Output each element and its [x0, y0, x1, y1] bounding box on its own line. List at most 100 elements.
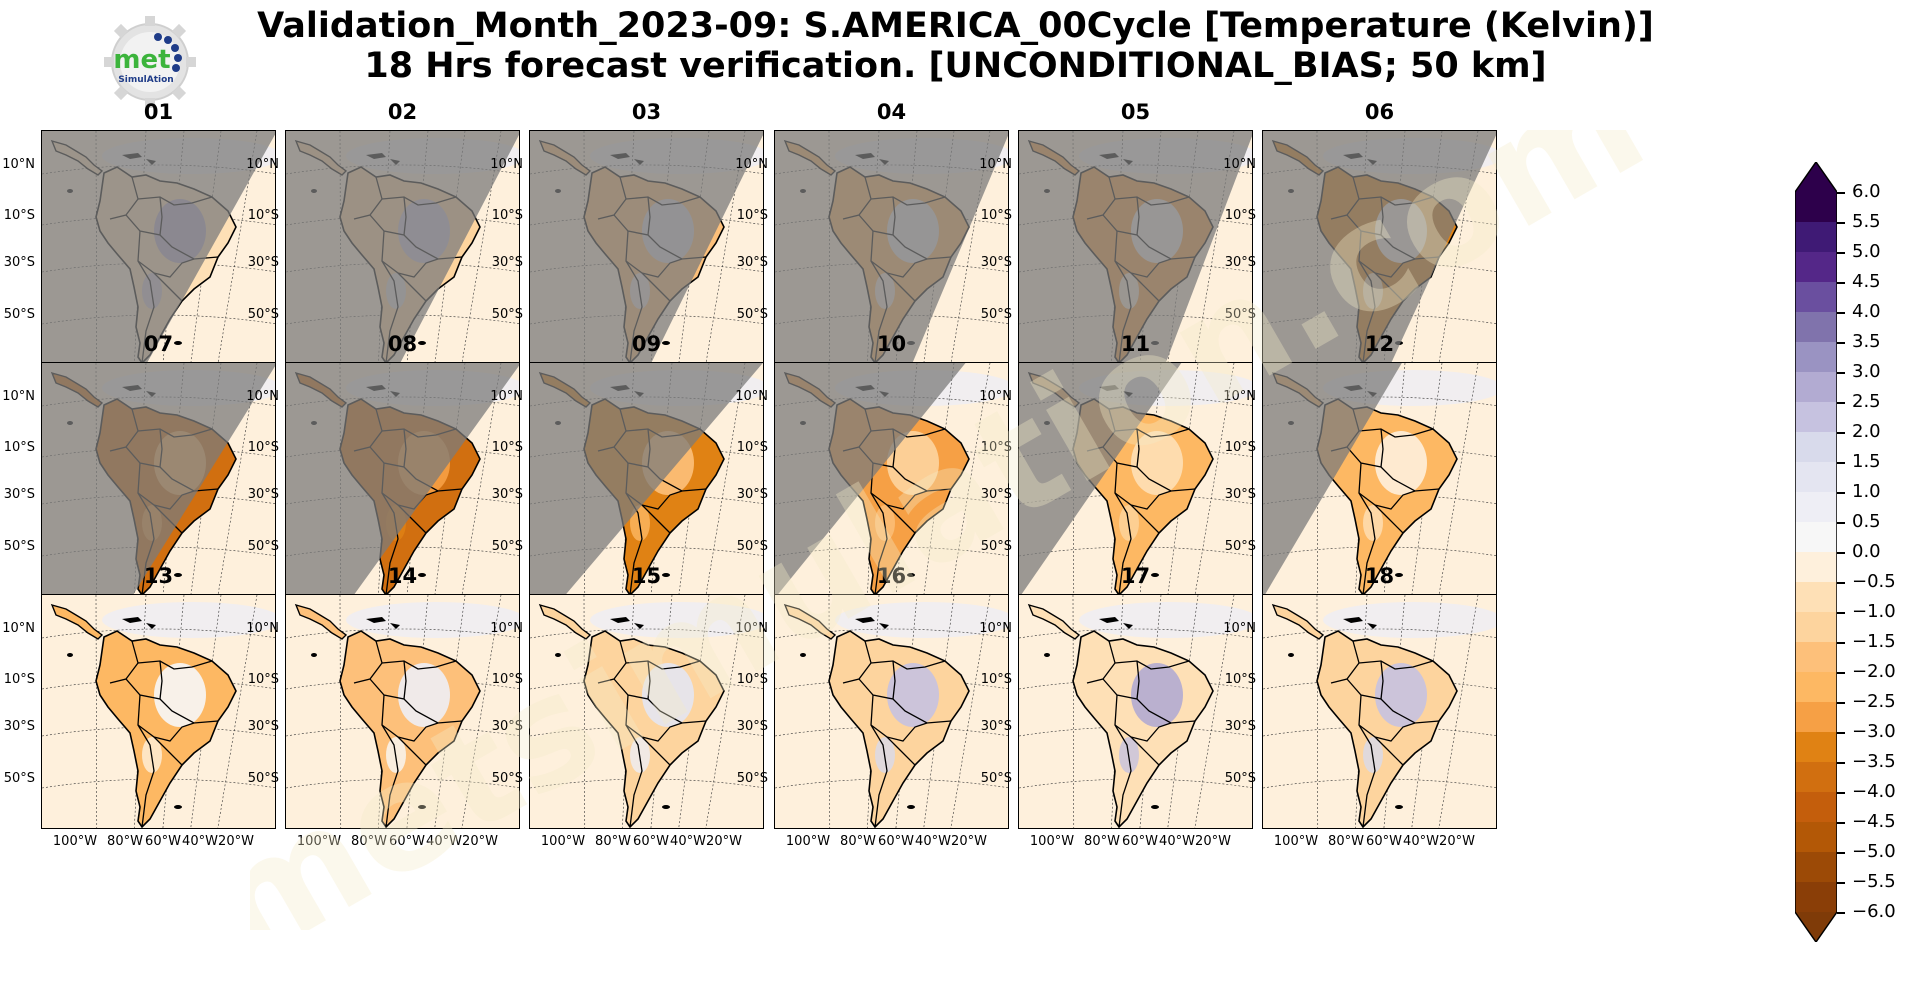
colorbar-tick-label: −3.5: [1852, 751, 1896, 772]
latitude-label: 10°S: [3, 440, 35, 455]
colorbar-extend-max: [1795, 162, 1837, 192]
island: [907, 805, 915, 809]
country-border: [1102, 446, 1196, 492]
latitude-label: 10°N: [1223, 157, 1256, 172]
map-canvas: [286, 595, 519, 828]
central-america-land: [1273, 605, 1323, 639]
night-shade: [530, 363, 763, 596]
island: [146, 623, 156, 629]
map-canvas: [1263, 363, 1496, 596]
country-border: [1346, 678, 1440, 724]
interior-bias-patch: [1375, 431, 1427, 495]
colorbar-tick-label: −6.0: [1852, 901, 1896, 922]
country-border: [1114, 660, 1190, 670]
panel-title: 16: [876, 564, 907, 588]
colorbar-tick-mark: [1837, 192, 1845, 194]
colorbar-tick-mark: [1837, 462, 1845, 464]
longitude-label: 40°W: [426, 834, 462, 849]
colorbar-tick-mark: [1837, 492, 1845, 494]
country-border: [1114, 724, 1132, 828]
graticule-meridian: [1316, 595, 1319, 828]
latitude-label: 30°S: [247, 719, 279, 734]
country-border: [870, 492, 888, 596]
interior-bias-patch: [1131, 431, 1183, 495]
latitude-label: 50°S: [247, 307, 279, 322]
latitude-label: 10°S: [1224, 208, 1256, 223]
latitude-label: 30°S: [736, 255, 768, 270]
logo-sub-text: SimulAtion: [118, 75, 173, 85]
colorbar-segment: [1795, 642, 1837, 673]
latitude-label: 50°S: [736, 539, 768, 554]
interior-bias-patch: [642, 663, 694, 727]
map-frame: [41, 130, 276, 365]
graticule-parallel: [42, 628, 275, 639]
colorbar-tick-mark: [1837, 432, 1845, 434]
latitude-label: 30°S: [980, 719, 1012, 734]
panel-title: 02: [387, 100, 418, 124]
map-frame: [1262, 594, 1497, 829]
country-border: [1380, 428, 1384, 468]
country-border: [1374, 490, 1416, 510]
latitude-label: 50°S: [3, 307, 35, 322]
latitude-label: 10°S: [1224, 440, 1256, 455]
colorbar-tick-mark: [1837, 402, 1845, 404]
colorbar-tick-label: −2.0: [1852, 661, 1896, 682]
latitude-label: 50°S: [1224, 771, 1256, 786]
panel-title: 18: [1364, 564, 1395, 588]
map-frame: [41, 594, 276, 829]
colorbar-tick-mark: [1837, 882, 1845, 884]
island: [1343, 617, 1363, 623]
longitude-label: 60°W: [389, 834, 425, 849]
country-border: [1130, 722, 1172, 742]
country-border: [625, 660, 701, 670]
longitude-label: 20°W: [706, 834, 742, 849]
colorbar-tick-label: 2.0: [1852, 421, 1881, 442]
longitude-label: 80°W: [351, 834, 387, 849]
graticule-meridian: [678, 131, 710, 364]
graticule-meridian: [1411, 131, 1443, 364]
longitude-label: 20°W: [218, 834, 254, 849]
latitude-label: 30°S: [3, 719, 35, 734]
colorbar-segment: [1795, 582, 1837, 613]
graticule-meridian: [828, 595, 831, 828]
coastline: [828, 630, 970, 828]
map-canvas: [42, 363, 275, 596]
graticule-meridian: [1167, 363, 1199, 596]
colorbar-tick-label: 0.0: [1852, 541, 1881, 562]
graticule-parallel: [530, 628, 763, 639]
latitude-label: 50°S: [491, 307, 523, 322]
colorbar-tick-mark: [1837, 732, 1845, 734]
colorbar-tick-label: 3.5: [1852, 331, 1881, 352]
graticule-meridian: [434, 595, 466, 828]
colorbar-segment: [1795, 282, 1837, 313]
map-canvas: [1263, 595, 1496, 828]
latitude-label: 10°N: [1223, 621, 1256, 636]
island: [174, 573, 182, 577]
colorbar-tick-mark: [1837, 252, 1845, 254]
graticule-meridian: [678, 363, 710, 596]
country-border: [858, 678, 952, 724]
latitude-label: 30°S: [980, 487, 1012, 502]
colorbar-segment: [1795, 762, 1837, 793]
colorbar-segment: [1795, 432, 1837, 463]
dots-icon: [154, 33, 182, 72]
colorbar-segment: [1795, 312, 1837, 343]
panel-title: 13: [143, 564, 174, 588]
panel-title: 03: [631, 100, 662, 124]
figure-title-line-1: Validation_Month_2023-09: S.AMERICA_00Cy…: [257, 6, 1654, 46]
map-canvas: [1019, 595, 1252, 828]
map-canvas: [530, 363, 763, 596]
latitude-label: 50°S: [491, 539, 523, 554]
latitude-label: 50°S: [247, 539, 279, 554]
colorbar-tick-mark: [1837, 372, 1845, 374]
colorbar-tick-label: −1.0: [1852, 601, 1896, 622]
coastline-central-america: [50, 603, 104, 640]
country-border: [641, 722, 683, 742]
island: [879, 623, 889, 629]
colorbar-tick-mark: [1837, 702, 1845, 704]
longitude-label: 40°W: [182, 834, 218, 849]
